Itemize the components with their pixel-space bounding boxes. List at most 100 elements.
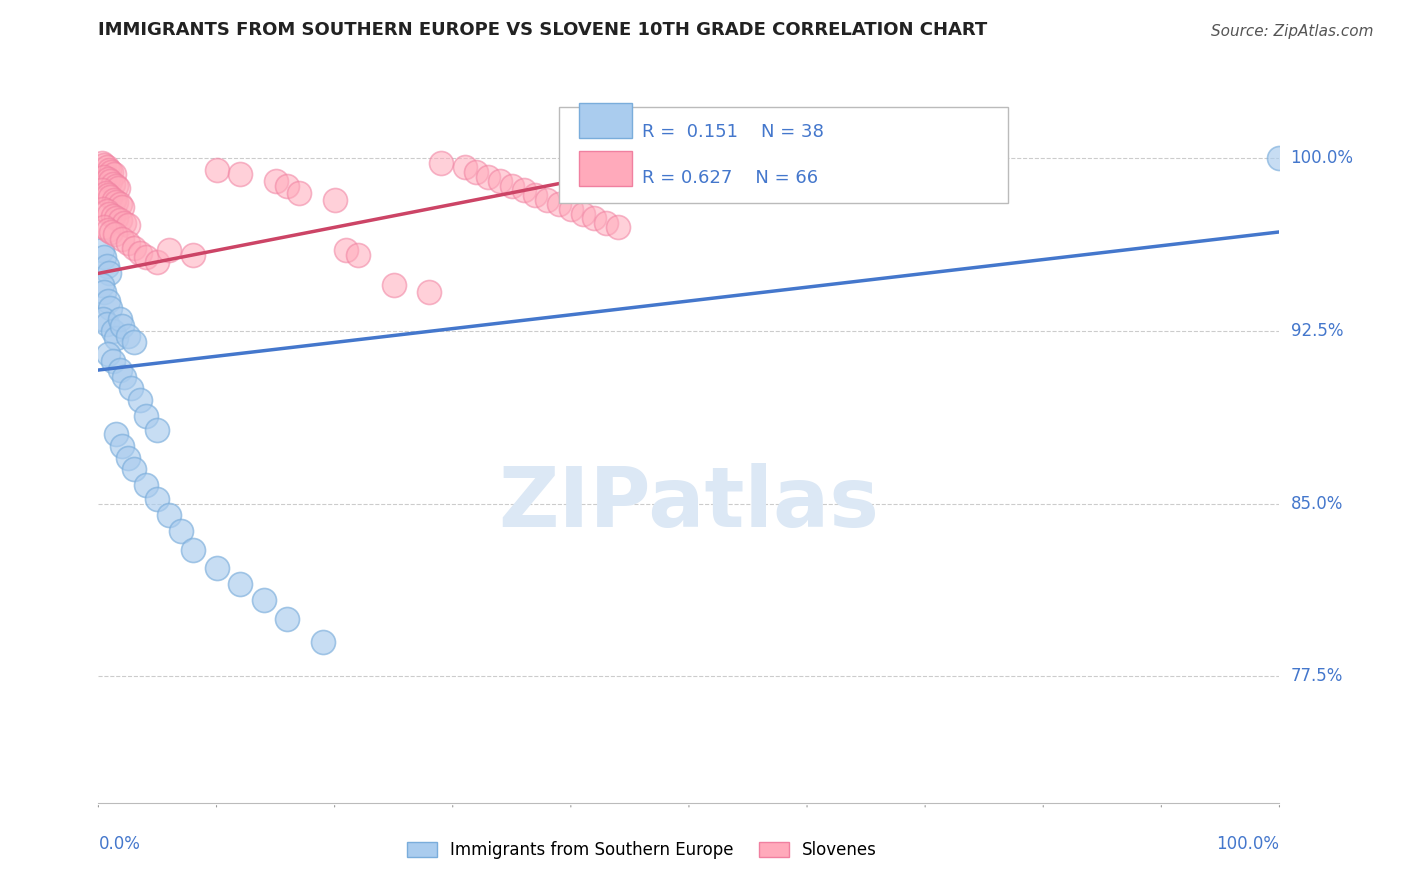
Point	[146, 491, 169, 506]
Point	[93, 158, 115, 172]
Point	[347, 248, 370, 262]
Point	[607, 220, 630, 235]
Point	[181, 542, 204, 557]
Point	[146, 423, 169, 437]
Point	[94, 186, 117, 200]
Legend: Immigrants from Southern Europe, Slovenes: Immigrants from Southern Europe, Slovene…	[401, 835, 883, 866]
Point	[157, 244, 180, 258]
Point	[560, 202, 582, 216]
Point	[112, 370, 135, 384]
Point	[157, 508, 180, 522]
Point	[103, 167, 125, 181]
Text: IMMIGRANTS FROM SOUTHERN EUROPE VS SLOVENE 10TH GRADE CORRELATION CHART: IMMIGRANTS FROM SOUTHERN EUROPE VS SLOVE…	[98, 21, 987, 39]
Text: R = 0.627    N = 66: R = 0.627 N = 66	[641, 169, 818, 187]
Point	[105, 211, 128, 226]
Point	[135, 478, 157, 492]
Point	[101, 354, 124, 368]
Text: 92.5%: 92.5%	[1291, 322, 1343, 340]
Text: 100.0%: 100.0%	[1216, 835, 1279, 853]
Point	[122, 241, 145, 255]
Point	[103, 193, 125, 207]
Point	[146, 255, 169, 269]
Point	[205, 162, 228, 177]
Point	[105, 178, 128, 193]
Point	[548, 197, 571, 211]
Point	[205, 561, 228, 575]
FancyBboxPatch shape	[579, 152, 633, 186]
Point	[101, 177, 124, 191]
Point	[430, 156, 453, 170]
Point	[108, 213, 131, 227]
Point	[117, 236, 139, 251]
Point	[501, 178, 523, 193]
Point	[97, 188, 120, 202]
Point	[382, 277, 405, 292]
Point	[111, 319, 134, 334]
Point	[98, 190, 121, 204]
FancyBboxPatch shape	[560, 107, 1008, 203]
Point	[111, 200, 134, 214]
Point	[111, 439, 134, 453]
Point	[465, 165, 488, 179]
Point	[98, 162, 121, 177]
Point	[91, 156, 114, 170]
Point	[105, 427, 128, 442]
Point	[91, 184, 114, 198]
Point	[654, 156, 676, 170]
Point	[253, 593, 276, 607]
Point	[93, 169, 115, 184]
Point	[122, 462, 145, 476]
Point	[93, 285, 115, 299]
Point	[108, 197, 131, 211]
Point	[98, 174, 121, 188]
Point	[128, 392, 150, 407]
Point	[418, 285, 440, 299]
Point	[524, 188, 547, 202]
Point	[276, 612, 298, 626]
Point	[1268, 151, 1291, 165]
Point	[98, 206, 121, 220]
Point	[288, 186, 311, 200]
Text: Source: ZipAtlas.com: Source: ZipAtlas.com	[1212, 24, 1374, 39]
Point	[91, 312, 114, 326]
Point	[121, 381, 143, 395]
Point	[108, 312, 131, 326]
Point	[489, 174, 512, 188]
Point	[117, 450, 139, 465]
Point	[96, 260, 118, 274]
Point	[264, 174, 287, 188]
Point	[101, 209, 124, 223]
Text: 100.0%: 100.0%	[1291, 149, 1354, 168]
Point	[170, 524, 193, 538]
Point	[97, 222, 120, 236]
Point	[312, 634, 335, 648]
Point	[101, 324, 124, 338]
Point	[98, 266, 121, 280]
Point	[96, 204, 118, 219]
Point	[536, 193, 558, 207]
Point	[477, 169, 499, 184]
Point	[453, 161, 475, 175]
Point	[97, 172, 120, 186]
Point	[583, 211, 606, 226]
FancyBboxPatch shape	[579, 103, 633, 137]
Point	[97, 293, 120, 308]
Point	[100, 225, 122, 239]
Point	[229, 167, 252, 181]
Text: R =  0.151    N = 38: R = 0.151 N = 38	[641, 123, 824, 142]
Text: 0.0%: 0.0%	[98, 835, 141, 853]
Point	[107, 181, 129, 195]
Point	[276, 178, 298, 193]
Point	[97, 347, 120, 361]
Point	[93, 250, 115, 264]
Point	[91, 202, 114, 216]
Point	[181, 248, 204, 262]
Point	[93, 220, 115, 235]
Point	[91, 277, 114, 292]
Point	[104, 227, 127, 242]
Point	[512, 184, 534, 198]
Point	[98, 301, 121, 315]
Point	[108, 363, 131, 377]
Point	[335, 244, 357, 258]
Point	[595, 216, 617, 230]
